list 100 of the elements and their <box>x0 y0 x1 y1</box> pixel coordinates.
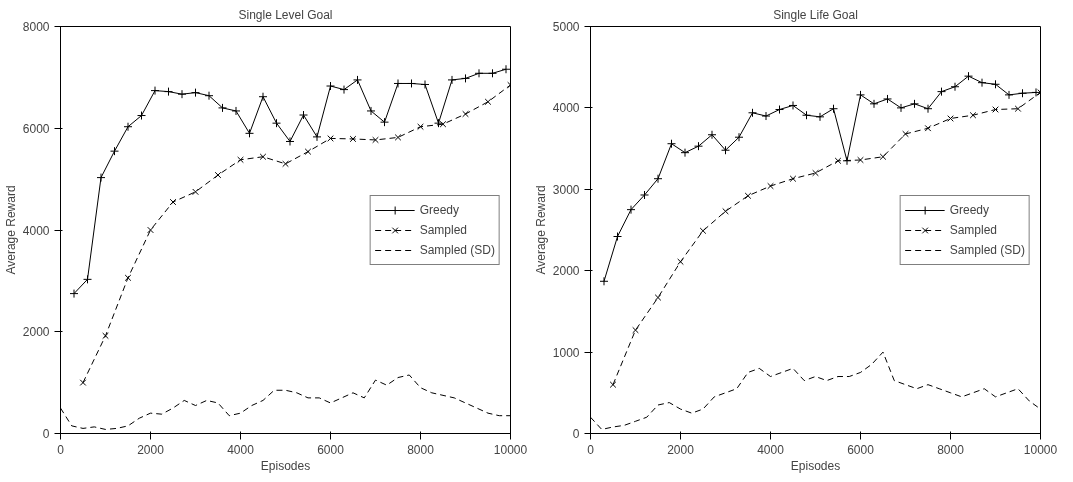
chart-title: Single Level Goal <box>238 7 333 22</box>
point <box>722 207 729 215</box>
point <box>680 148 690 158</box>
point <box>964 71 973 81</box>
x-tick-label: 8000 <box>937 442 965 457</box>
point <box>407 78 416 88</box>
x-tick-label: 10000 <box>1023 442 1058 457</box>
point <box>272 118 281 128</box>
point <box>285 136 295 146</box>
point <box>192 188 199 196</box>
point <box>462 110 469 118</box>
point <box>599 276 609 286</box>
legend-label: Sampled (SD) <box>419 242 495 257</box>
point <box>1018 88 1027 98</box>
point <box>609 381 617 388</box>
chart-title: Single Life Goal <box>773 7 858 22</box>
point <box>667 139 676 149</box>
point <box>299 110 308 120</box>
point <box>613 232 622 242</box>
point <box>829 104 838 114</box>
point <box>789 175 797 183</box>
point <box>767 182 774 190</box>
point <box>653 174 663 184</box>
x-tick-label: 4000 <box>757 442 785 457</box>
point <box>484 98 492 106</box>
x-tick-label: 0 <box>57 442 65 457</box>
point <box>883 94 892 104</box>
x-tick-label: 6000 <box>317 442 345 457</box>
x-tick-label: 0 <box>587 442 595 457</box>
point <box>372 136 379 144</box>
point <box>802 110 811 120</box>
x-tick-label: 6000 <box>847 442 875 457</box>
point <box>734 132 744 142</box>
x-tick-label: 10000 <box>493 442 528 457</box>
point <box>632 326 639 334</box>
point <box>923 104 933 114</box>
point <box>969 111 977 119</box>
x-axis-title: Episodes <box>260 458 311 473</box>
point <box>488 68 497 78</box>
point <box>937 87 946 97</box>
point <box>699 227 707 235</box>
point <box>312 132 322 142</box>
legend-label: Sampled (SD) <box>949 242 1025 257</box>
point <box>744 192 752 200</box>
point <box>231 106 241 116</box>
point <box>164 87 173 97</box>
line-series <box>590 351 1041 430</box>
point <box>950 82 960 92</box>
y-tick-label: 4000 <box>552 101 580 116</box>
point <box>1004 90 1014 100</box>
point <box>924 124 932 132</box>
x-axis-title: Episodes <box>790 458 841 473</box>
point <box>902 130 909 138</box>
y-tick-label: 4000 <box>22 223 50 238</box>
point <box>896 103 906 113</box>
point <box>326 81 335 91</box>
point <box>69 289 79 299</box>
y-tick-label: 2000 <box>552 264 580 279</box>
point <box>910 99 919 109</box>
y-tick-label: 1000 <box>552 345 580 360</box>
point <box>282 160 289 168</box>
point <box>204 91 214 101</box>
point <box>218 103 227 113</box>
x-tick-label: 4000 <box>227 442 255 457</box>
y-axis-title: Average Reward <box>533 185 548 275</box>
point <box>834 157 842 165</box>
point <box>856 90 865 100</box>
point <box>191 88 200 98</box>
point <box>245 128 254 138</box>
point <box>707 130 717 140</box>
point <box>501 64 511 74</box>
y-tick-label: 8000 <box>22 20 50 34</box>
y-tick-label: 3000 <box>552 182 580 197</box>
point <box>640 190 649 200</box>
y-tick-label: 2000 <box>22 325 50 340</box>
point <box>237 156 244 164</box>
point <box>748 108 757 118</box>
point <box>461 73 470 83</box>
point <box>304 148 312 155</box>
point <box>102 332 109 340</box>
point <box>339 85 349 95</box>
point <box>447 75 457 85</box>
point <box>677 258 684 266</box>
point <box>137 111 146 121</box>
point <box>124 274 132 282</box>
point <box>420 80 430 89</box>
y-tick-label: 6000 <box>22 121 50 136</box>
point <box>815 112 825 122</box>
point <box>96 173 106 183</box>
point <box>394 134 402 141</box>
y-tick-label: 0 <box>572 427 580 441</box>
point <box>79 379 87 386</box>
point <box>327 135 334 142</box>
x-tick-label: 8000 <box>407 442 435 457</box>
point <box>654 294 662 301</box>
y-tick-label: 0 <box>42 427 50 441</box>
point <box>258 92 268 102</box>
line-series <box>60 374 511 430</box>
point <box>1014 105 1022 113</box>
point <box>259 153 267 161</box>
